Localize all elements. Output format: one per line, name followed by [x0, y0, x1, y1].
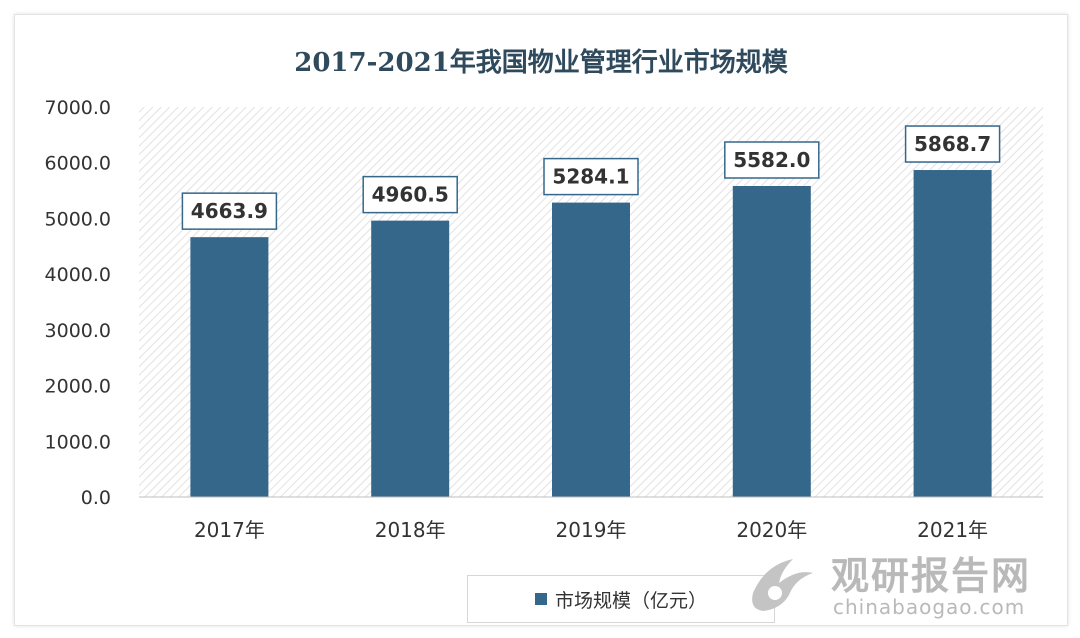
- data-label: 4663.9: [191, 199, 268, 223]
- x-tick-label: 2019年: [556, 518, 627, 542]
- x-tick-label: 2017年: [194, 518, 265, 542]
- watermark-brand: 观研报告网: [831, 554, 1032, 598]
- data-label: 5868.7: [914, 132, 991, 156]
- data-label-box: [181, 192, 278, 230]
- bar-chart: 2017-2021年我国物业管理行业市场规模 0.0 1000.0 2000.0 30…: [45, 47, 1043, 542]
- data-label-box: [362, 175, 458, 214]
- data-label-box: [543, 157, 639, 196]
- y-tick-label: 7000.0: [45, 97, 111, 119]
- legend-label: 市场规模（亿元）: [554, 589, 707, 612]
- data-label: 5582.0: [733, 148, 810, 172]
- watermark-url: chinabaogao.com: [833, 595, 1026, 619]
- chart-title: 2017-2021年我国物业管理行业市场规模: [294, 47, 789, 78]
- y-tick-label: 2000.0: [45, 376, 111, 398]
- data-label: 5284.1: [552, 165, 629, 189]
- data-label-box: [724, 141, 820, 179]
- legend-swatch: [534, 593, 547, 605]
- y-tick-label: 6000.0: [45, 153, 111, 175]
- bar: [913, 170, 992, 497]
- bar: [190, 237, 269, 497]
- y-tick-label: 0.0: [81, 487, 111, 509]
- x-tick-label: 2021年: [917, 518, 988, 542]
- x-tick-label: 2020年: [736, 518, 807, 542]
- legend: 市场规模（亿元）: [467, 575, 775, 623]
- y-tick-label: 5000.0: [45, 208, 111, 230]
- watermark-logo-icon: [752, 559, 813, 611]
- x-tick-label: 2018年: [375, 518, 446, 542]
- data-label-box: [904, 125, 1001, 163]
- y-tick-label: 4000.0: [45, 264, 111, 286]
- y-tick-label: 1000.0: [45, 431, 111, 453]
- bar: [371, 220, 450, 498]
- y-tick-label: 3000.0: [45, 320, 111, 342]
- chart-card: 2017-2021年我国物业管理行业市场规模 0.0 1000.0 2000.0 30…: [14, 14, 1068, 626]
- data-label: 4960.5: [372, 183, 449, 207]
- watermark: 观研报告网 chinabaogao.com: [745, 545, 1065, 625]
- bar: [732, 186, 811, 497]
- bar: [552, 202, 630, 497]
